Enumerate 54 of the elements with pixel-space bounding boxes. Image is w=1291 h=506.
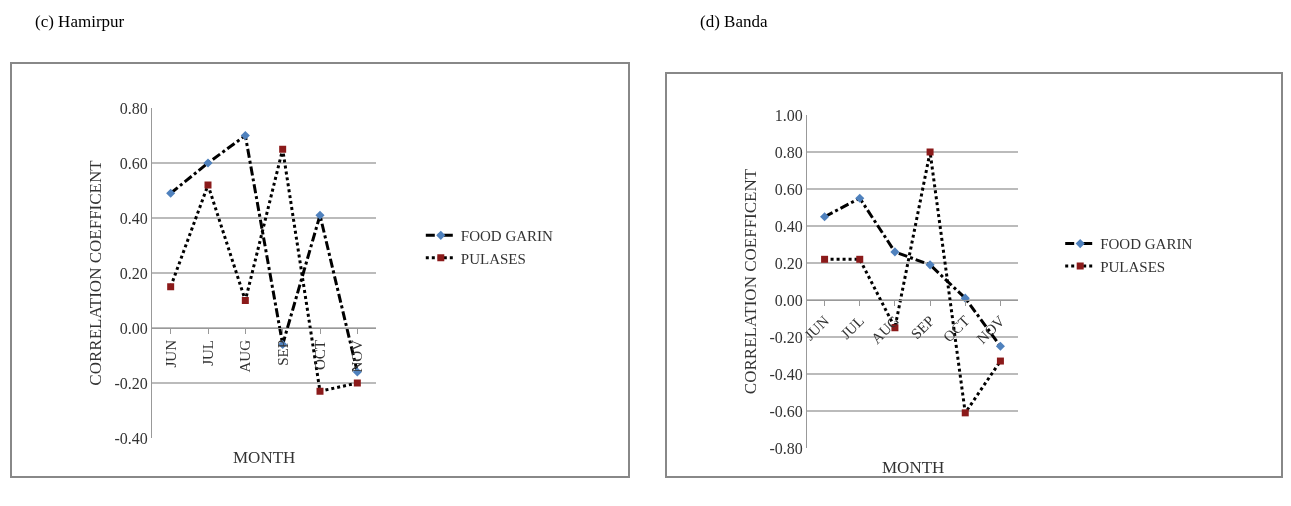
y-tick-label: 0.20: [119, 264, 148, 282]
y-tick-label: 0.80: [119, 99, 148, 117]
x-tick-label: OCT: [311, 340, 328, 370]
x-tick-label: JUN: [162, 339, 179, 368]
point: [890, 247, 900, 257]
point: [241, 297, 249, 304]
point: [316, 387, 324, 395]
x-tick-label: NOV: [349, 339, 366, 373]
legend-label: FOOD GARIN: [1100, 236, 1193, 253]
y-tick-label: 0.40: [119, 209, 148, 227]
point: [926, 148, 934, 156]
point: [353, 379, 361, 387]
x-tick-label: AUG: [237, 339, 254, 373]
legend-label: PULASES: [1100, 258, 1166, 275]
point: [820, 212, 830, 222]
y-tick-label: 0.00: [774, 291, 803, 309]
y-axis-title: CORRELATION COEFFICENT: [86, 159, 106, 386]
x-tick-label: JUL: [837, 312, 868, 343]
y-axis-title: CORRELATION COEFFICENT: [741, 168, 761, 395]
y-tick-label: 0.80: [774, 143, 803, 161]
point: [996, 357, 1004, 365]
point: [925, 260, 935, 270]
legend-label: PULASES: [460, 250, 526, 267]
point: [856, 255, 864, 263]
x-tick-label: SEP: [907, 312, 938, 343]
x-axis-title: MONTH: [882, 458, 945, 477]
chart-title: (c) Hamirpur: [35, 12, 125, 32]
y-tick-label: -0.40: [114, 429, 148, 447]
point: [240, 130, 250, 141]
point: [166, 188, 176, 198]
y-tick-label: 0.40: [774, 217, 803, 235]
point: [855, 193, 865, 203]
point: [961, 409, 969, 417]
y-tick-label: -0.80: [769, 439, 803, 457]
y-tick-label: -0.20: [114, 374, 148, 392]
y-tick-label: -0.20: [769, 328, 803, 346]
y-tick-label: 1.00: [774, 106, 803, 124]
y-tick-label: 0.20: [774, 254, 803, 272]
point: [821, 255, 829, 263]
y-tick-label: -0.60: [769, 402, 803, 420]
point: [167, 283, 175, 291]
chart-title: (d) Banda: [700, 12, 768, 32]
x-axis-title: MONTH: [233, 448, 296, 467]
point: [203, 158, 213, 168]
y-tick-label: 0.60: [774, 180, 803, 198]
point: [279, 145, 287, 153]
x-tick-label: SEP: [274, 340, 291, 366]
y-tick-label: -0.40: [769, 365, 803, 383]
y-tick-label: 0.00: [119, 319, 148, 337]
legend-label: FOOD GARIN: [460, 228, 554, 245]
x-tick-label: JUL: [199, 340, 216, 366]
point: [204, 181, 212, 189]
y-tick-label: 0.60: [119, 154, 148, 172]
point: [315, 210, 325, 220]
